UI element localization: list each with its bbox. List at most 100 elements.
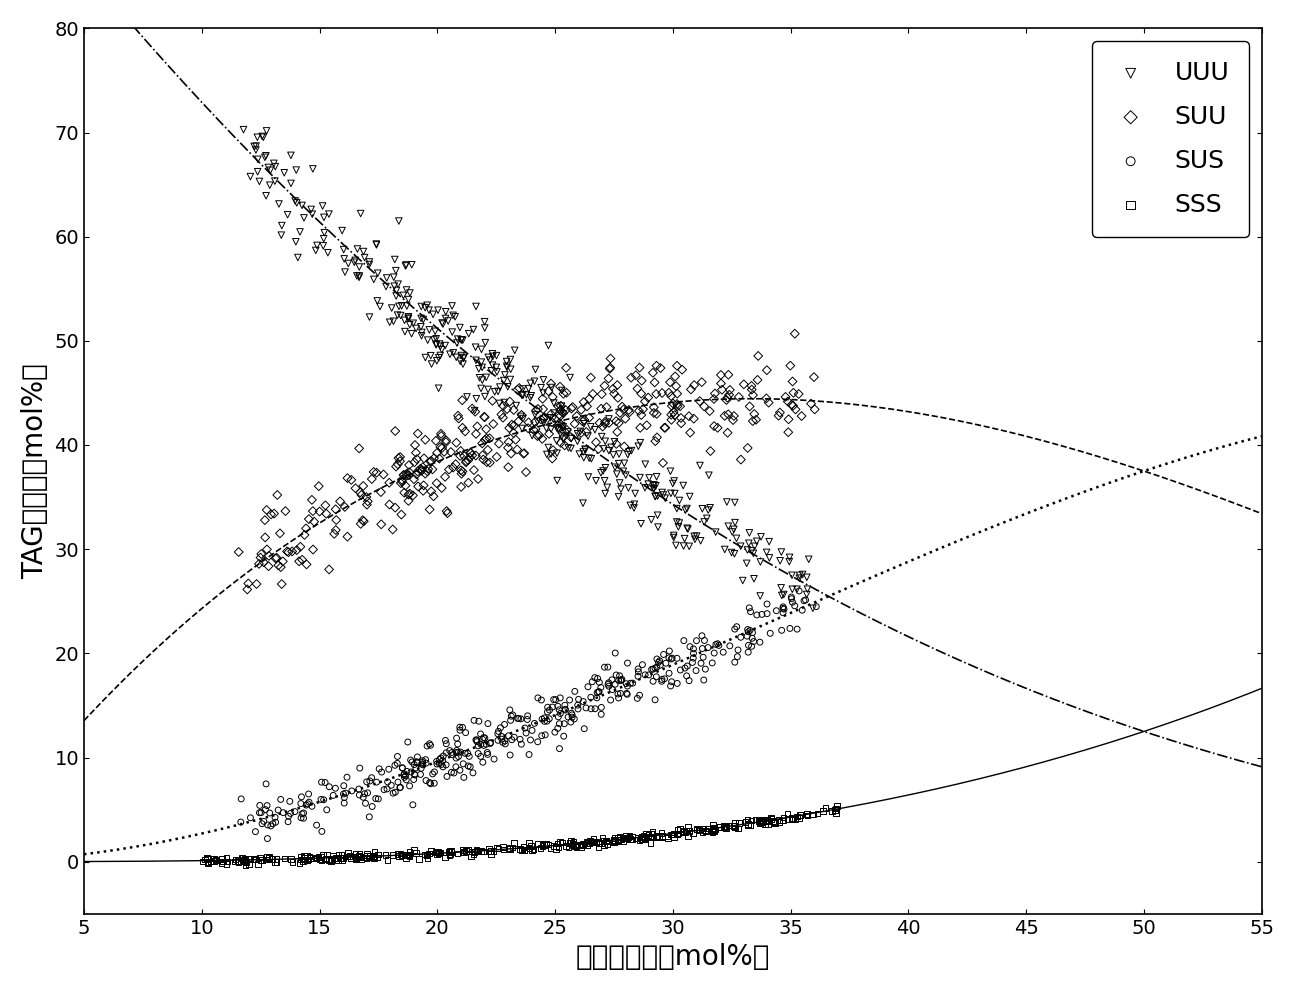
- Point: [751, 814, 772, 830]
- Point: [549, 415, 570, 431]
- Point: [435, 732, 456, 748]
- Point: [591, 680, 611, 695]
- Point: [234, 857, 255, 873]
- Point: [548, 839, 569, 855]
- Point: [780, 358, 800, 374]
- Point: [289, 855, 310, 871]
- Point: [742, 625, 763, 641]
- Point: [370, 484, 391, 500]
- Point: [500, 361, 521, 377]
- Point: [453, 448, 474, 464]
- Point: [394, 467, 414, 483]
- Point: [398, 846, 418, 862]
- Point: [350, 849, 370, 865]
- Point: [417, 850, 438, 866]
- Point: [462, 447, 483, 463]
- Point: [702, 824, 723, 840]
- Point: [255, 150, 276, 166]
- Point: [751, 606, 772, 622]
- Point: [648, 488, 668, 504]
- Point: [615, 411, 636, 427]
- Point: [509, 380, 530, 396]
- Point: [435, 469, 456, 485]
- Point: [436, 769, 457, 785]
- Point: [631, 516, 651, 532]
- Point: [561, 833, 581, 849]
- Point: [469, 713, 490, 729]
- Point: [707, 420, 728, 435]
- Point: [225, 851, 246, 867]
- Point: [299, 848, 320, 864]
- Point: [399, 847, 420, 863]
- Point: [518, 381, 539, 397]
- Point: [435, 434, 456, 450]
- Point: [579, 835, 600, 851]
- Point: [396, 282, 417, 298]
- Point: [519, 747, 540, 763]
- Point: [377, 774, 398, 790]
- Point: [255, 802, 276, 817]
- Point: [544, 838, 565, 854]
- Point: [311, 792, 332, 807]
- Point: [742, 413, 763, 429]
- Point: [317, 245, 338, 261]
- Point: [594, 434, 615, 449]
- Point: [660, 407, 681, 423]
- Point: [431, 315, 452, 331]
- Point: [395, 258, 416, 274]
- Point: [679, 539, 699, 555]
- Point: [662, 674, 682, 689]
- Point: [394, 288, 414, 304]
- Point: [426, 445, 447, 461]
- Point: [611, 831, 632, 847]
- Point: [723, 412, 743, 428]
- Point: [218, 853, 238, 869]
- Point: [576, 700, 597, 716]
- Point: [453, 356, 474, 372]
- Point: [338, 845, 359, 861]
- Point: [527, 414, 548, 430]
- Point: [576, 399, 597, 415]
- Point: [497, 379, 518, 395]
- Point: [532, 836, 553, 852]
- Point: [651, 672, 672, 687]
- Point: [825, 806, 846, 821]
- Point: [334, 499, 355, 515]
- Point: [350, 849, 370, 865]
- Point: [391, 298, 412, 313]
- Point: [742, 382, 763, 398]
- Point: [436, 736, 457, 752]
- Point: [738, 816, 759, 832]
- Point: [659, 374, 680, 390]
- Point: [453, 349, 474, 365]
- Point: [728, 820, 749, 836]
- Point: [556, 402, 576, 418]
- Point: [442, 324, 462, 340]
- Point: [325, 501, 346, 517]
- Point: [473, 754, 493, 770]
- Point: [398, 734, 418, 750]
- Point: [272, 554, 293, 569]
- Point: [297, 852, 317, 868]
- Point: [594, 414, 615, 430]
- Point: [293, 806, 313, 821]
- Point: [357, 493, 378, 509]
- Point: [737, 556, 758, 571]
- Point: [771, 580, 791, 596]
- Point: [400, 285, 421, 301]
- Point: [536, 446, 557, 462]
- Point: [746, 534, 767, 550]
- Point: [548, 698, 569, 714]
- Point: [645, 660, 666, 676]
- Point: [354, 513, 374, 529]
- Point: [663, 530, 684, 546]
- Point: [433, 753, 453, 769]
- Point: [306, 242, 326, 258]
- Point: [486, 347, 506, 363]
- Point: [719, 817, 739, 833]
- Point: [394, 766, 414, 782]
- Point: [578, 837, 598, 853]
- Point: [632, 831, 653, 847]
- Point: [720, 382, 741, 398]
- Point: [421, 453, 442, 469]
